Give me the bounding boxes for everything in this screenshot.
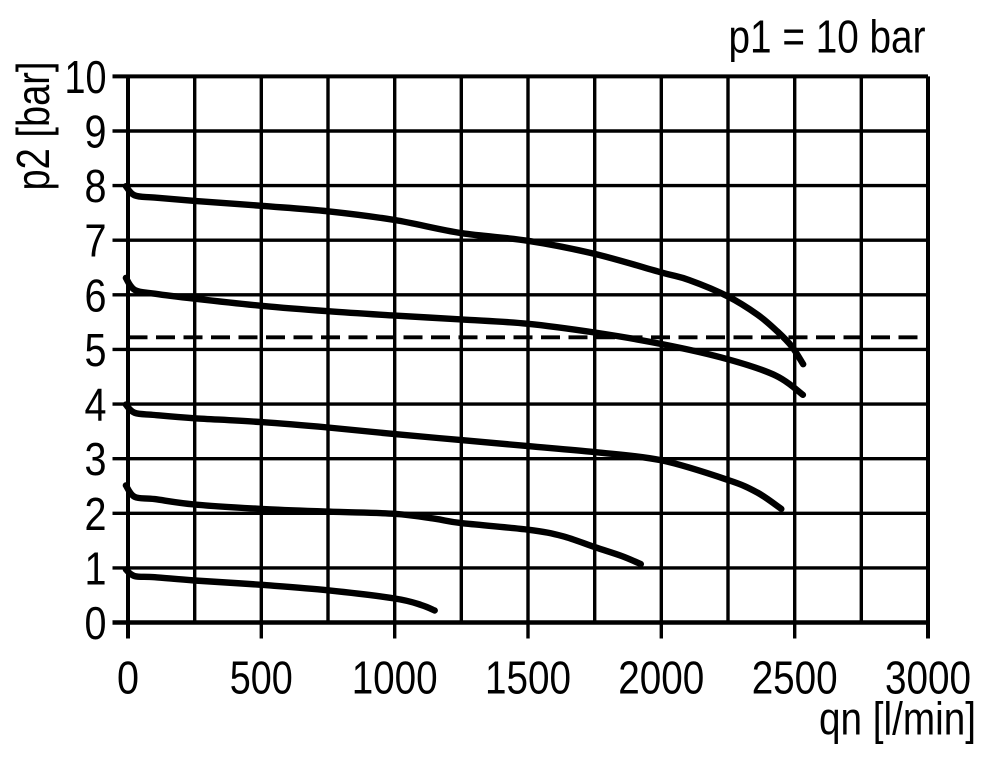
- svg-text:9: 9: [85, 106, 107, 158]
- svg-text:8: 8: [85, 160, 107, 212]
- svg-text:6: 6: [85, 269, 107, 321]
- svg-text:3000: 3000: [885, 652, 971, 704]
- svg-text:3: 3: [85, 433, 107, 485]
- svg-text:0: 0: [117, 652, 139, 704]
- svg-text:1000: 1000: [352, 652, 438, 704]
- svg-text:2500: 2500: [752, 652, 838, 704]
- svg-text:10: 10: [65, 51, 107, 103]
- svg-text:2000: 2000: [618, 652, 704, 704]
- svg-text:1500: 1500: [485, 652, 571, 704]
- svg-text:0: 0: [85, 597, 107, 649]
- svg-text:500: 500: [230, 652, 293, 704]
- svg-text:4: 4: [85, 379, 107, 431]
- svg-text:1: 1: [85, 542, 107, 594]
- svg-text:7: 7: [85, 215, 107, 267]
- svg-text:p1 = 10 bar: p1 = 10 bar: [729, 11, 926, 63]
- svg-text:5: 5: [85, 324, 107, 376]
- svg-text:qn [l/min]: qn [l/min]: [819, 693, 976, 745]
- svg-text:p2 [bar]: p2 [bar]: [7, 62, 59, 191]
- svg-text:2: 2: [85, 488, 107, 540]
